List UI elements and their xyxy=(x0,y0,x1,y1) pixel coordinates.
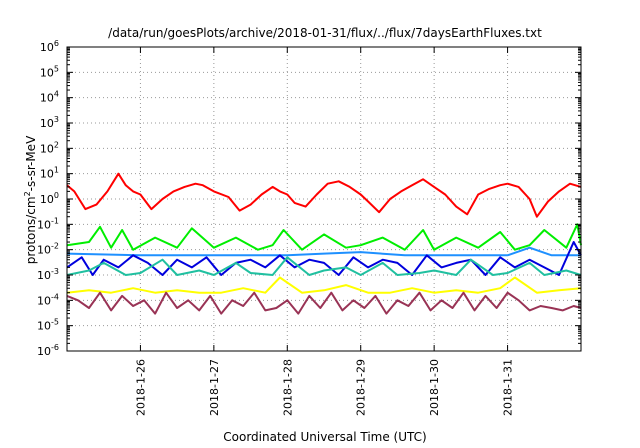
y-tick-base: 10 xyxy=(40,92,54,105)
y-axis-label-exponent: 2 xyxy=(23,191,32,196)
y-tick-label: 100 xyxy=(40,191,59,206)
series-line-0 xyxy=(66,172,582,218)
data-series xyxy=(66,172,582,315)
y-tick-base: 10 xyxy=(40,66,54,79)
y-tick-exponent: -6 xyxy=(51,343,59,352)
y-tick-exponent: -2 xyxy=(51,242,59,251)
y-tick-base: 10 xyxy=(40,41,54,54)
series-line-2 xyxy=(66,246,581,257)
x-tick-label: 2018-1-31 xyxy=(502,359,515,416)
series-line-5 xyxy=(66,276,582,294)
y-tick-label: 10-3 xyxy=(37,267,59,282)
y-tick-labels: 10-610-510-410-310-210-11001011021031041… xyxy=(37,39,59,358)
y-tick-label: 104 xyxy=(40,90,59,105)
y-tick-exponent: 4 xyxy=(54,90,59,99)
y-axis-label: protons/cm2-s-sr-MeV xyxy=(23,135,38,264)
x-axis-label: Coordinated Universal Time (UTC) xyxy=(223,430,426,444)
chart-title: /data/run/goesPlots/archive/2018-01-31/f… xyxy=(108,26,542,40)
y-tick-exponent: -3 xyxy=(51,267,59,276)
y-tick-base: 10 xyxy=(37,320,51,333)
y-tick-label: 10-2 xyxy=(37,242,59,257)
y-tick-base: 10 xyxy=(40,193,54,206)
y-tick-label: 10-1 xyxy=(37,216,59,231)
y-tick-label: 10-6 xyxy=(37,343,59,358)
y-tick-base: 10 xyxy=(40,168,54,181)
x-tick-label: 2018-1-26 xyxy=(134,359,147,416)
y-tick-label: 103 xyxy=(40,115,59,130)
y-tick-base: 10 xyxy=(37,345,51,358)
y-tick-base: 10 xyxy=(37,244,51,257)
grid-lines xyxy=(67,46,581,352)
series-line-1 xyxy=(66,223,582,251)
y-tick-exponent: 5 xyxy=(54,64,59,73)
series-line-3 xyxy=(66,241,582,276)
y-tick-exponent: 2 xyxy=(54,140,59,149)
x-tick-label: 2018-1-28 xyxy=(281,359,294,416)
y-tick-exponent: 0 xyxy=(54,191,59,200)
axis-ticks xyxy=(67,46,581,352)
x-tick-labels: 2018-1-26 2018-1-27 2018-1-28 2018-1-29 2018… xyxy=(134,359,514,416)
y-tick-exponent: -5 xyxy=(51,318,59,327)
series-line-6 xyxy=(66,291,582,315)
y-tick-label: 10-4 xyxy=(37,292,59,307)
y-tick-exponent: 3 xyxy=(54,115,59,124)
series-line-4 xyxy=(66,256,582,276)
y-tick-base: 10 xyxy=(37,269,51,282)
y-tick-label: 101 xyxy=(40,166,59,181)
x-tick-label: 2018-1-29 xyxy=(355,359,368,416)
y-axis-label-unit: protons/cm xyxy=(24,196,38,264)
y-tick-label: 10-5 xyxy=(37,318,59,333)
y-tick-exponent: 6 xyxy=(54,39,59,48)
y-tick-exponent: -4 xyxy=(51,292,59,301)
y-tick-base: 10 xyxy=(37,218,51,231)
x-tick-label: 2018-1-27 xyxy=(208,359,221,416)
y-tick-label: 106 xyxy=(40,39,59,54)
y-tick-label: 105 xyxy=(40,64,59,79)
y-tick-base: 10 xyxy=(40,117,54,130)
y-tick-label: 102 xyxy=(40,140,59,155)
x-tick-label: 2018-1-30 xyxy=(428,359,441,416)
y-axis-label-rest: -s-sr-MeV xyxy=(24,135,38,191)
y-tick-base: 10 xyxy=(37,294,51,307)
y-tick-base: 10 xyxy=(40,142,54,155)
y-tick-exponent: -1 xyxy=(51,216,59,225)
y-tick-exponent: 1 xyxy=(54,166,59,175)
